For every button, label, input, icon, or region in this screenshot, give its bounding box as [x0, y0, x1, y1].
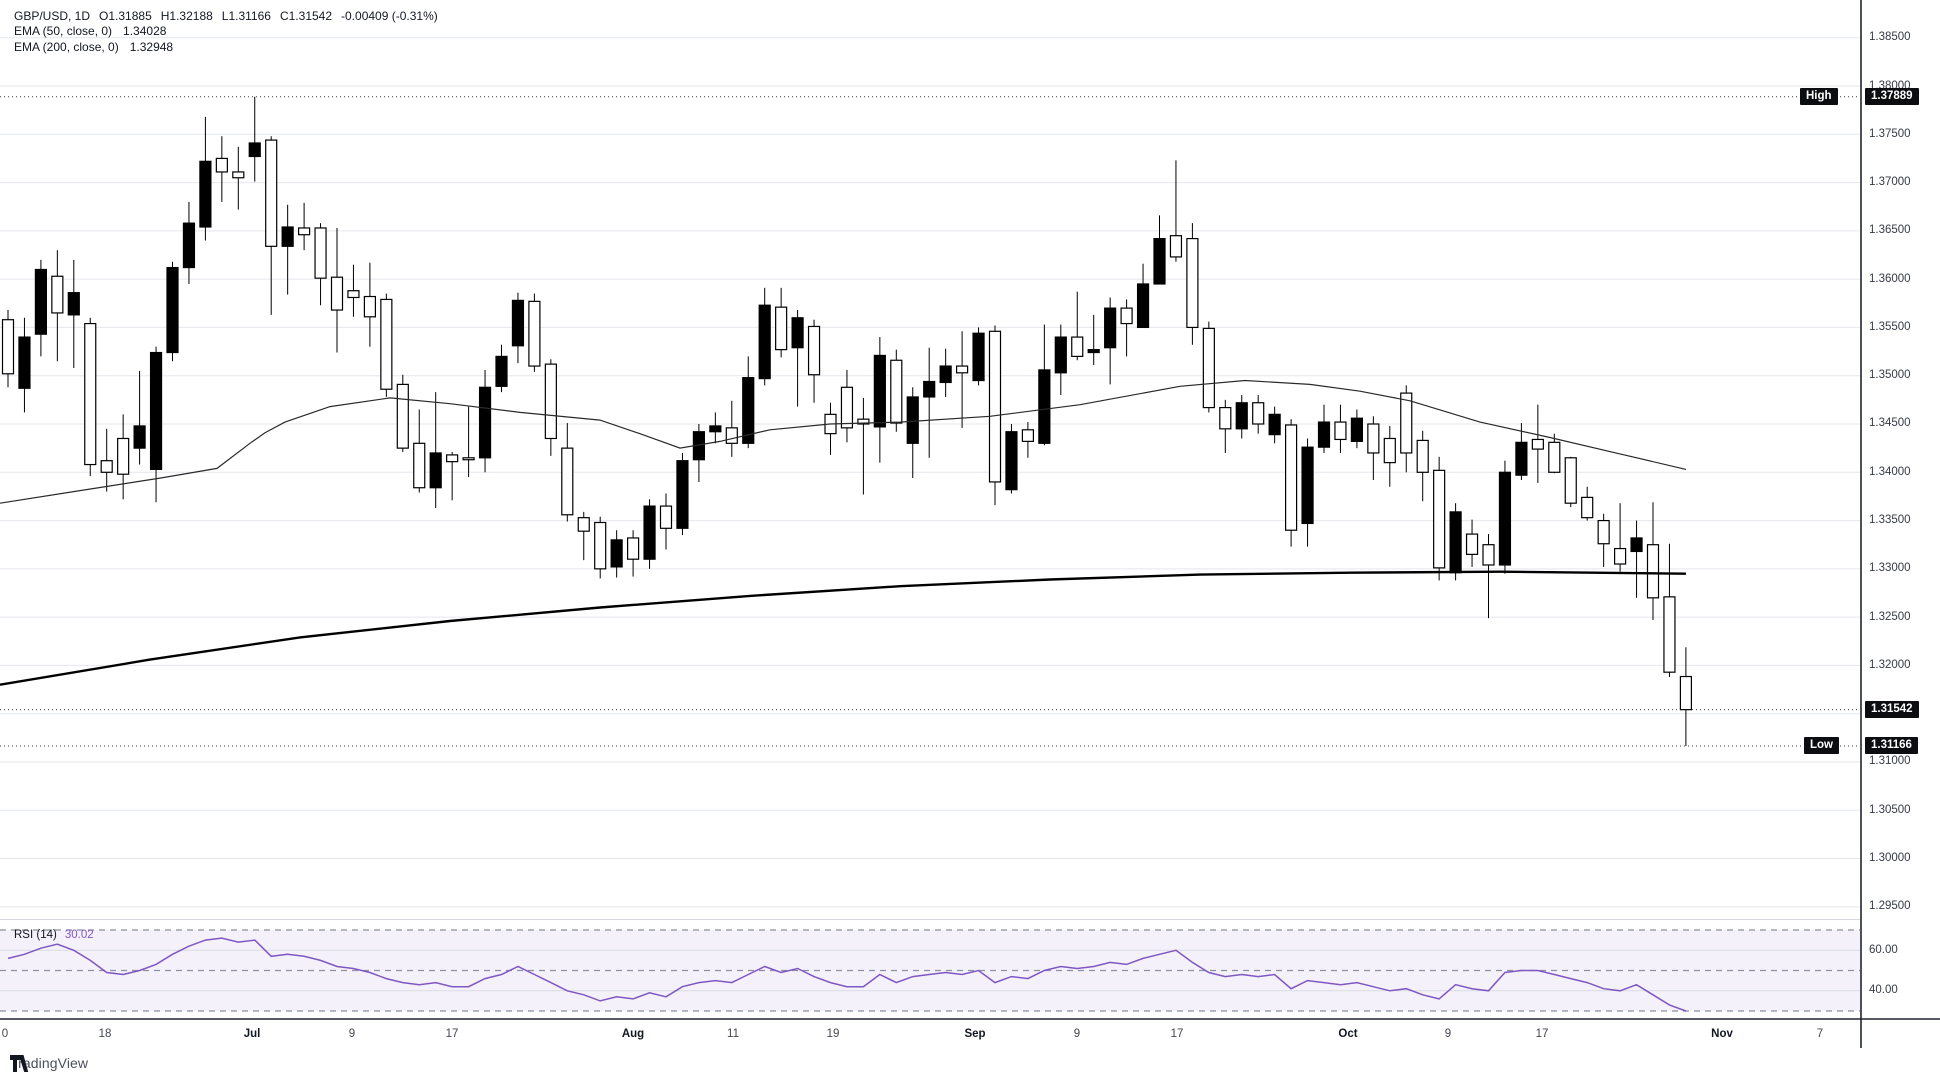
- tradingview-logo-icon: [10, 1055, 29, 1072]
- time-day-label: 9: [348, 1028, 356, 1040]
- ema200-value: 1.32948: [129, 39, 174, 54]
- ohlc-close: C1.31542: [279, 8, 333, 23]
- last-price-badge: 1.31542: [1865, 700, 1919, 718]
- rsi-tick-label: 60.00: [1869, 943, 1898, 956]
- rsi-legend-row[interactable]: RSI (14) 30.02: [14, 929, 94, 941]
- time-day-label: 7: [1816, 1028, 1824, 1040]
- low-marker-badge: 1.31166: [1865, 736, 1918, 754]
- low-marker-tag: Low: [1804, 736, 1839, 754]
- price-tick-label: 1.33500: [1869, 514, 1911, 527]
- time-day-label: 0: [1, 1028, 9, 1040]
- price-tick-label: 1.34000: [1869, 465, 1911, 478]
- ohlc-open: O1.31885: [99, 8, 152, 23]
- symbol-title[interactable]: GBP/USD, 1D: [14, 8, 91, 23]
- price-tick-label: 1.37500: [1869, 127, 1911, 140]
- tradingview-logo-text: TradingView: [10, 1055, 89, 1071]
- ema50-value: 1.34028: [123, 24, 167, 39]
- symbol-ohlc-row[interactable]: GBP/USD, 1D O1.31885 H1.32188 L1.31166 C…: [14, 8, 438, 24]
- time-day-label: 11: [727, 1028, 739, 1040]
- rsi-label[interactable]: RSI (14): [14, 929, 57, 941]
- time-month-label: Aug: [621, 1028, 645, 1040]
- price-tick-label: 1.30500: [1869, 803, 1911, 816]
- ohlc-low: L1.31166: [221, 8, 271, 23]
- time-day-label: 17: [1535, 1028, 1549, 1040]
- price-tick-label: 1.36500: [1869, 224, 1911, 237]
- ema200-legend-row[interactable]: EMA (200, close, 0) 1.32948: [14, 39, 438, 55]
- high-marker-badge: 1.37889: [1865, 87, 1919, 105]
- price-tick-label: 1.36000: [1869, 272, 1911, 285]
- time-day-label: 9: [1073, 1028, 1081, 1040]
- high-marker-tag: High: [1800, 87, 1838, 105]
- time-month-label: Nov: [1711, 1028, 1733, 1040]
- time-month-label: Sep: [964, 1028, 986, 1040]
- price-tick-label: 1.33000: [1869, 562, 1911, 575]
- price-tick-label: 1.32500: [1869, 610, 1911, 623]
- time-day-label: 17: [1170, 1028, 1184, 1040]
- price-tick-label: 1.35000: [1869, 369, 1911, 382]
- price-tick-label: 1.32000: [1869, 658, 1911, 671]
- ema50-legend-row[interactable]: EMA (50, close, 0) 1.34028: [14, 24, 438, 40]
- price-tick-label: 1.29500: [1869, 900, 1911, 913]
- time-day-label: 17: [445, 1028, 459, 1040]
- price-tick-label: 1.38500: [1869, 31, 1911, 44]
- rsi-tick-label: 40.00: [1869, 984, 1898, 997]
- time-day-label: 18: [98, 1028, 112, 1040]
- price-tick-label: 1.35500: [1869, 320, 1911, 333]
- price-tick-label: 1.30000: [1869, 852, 1911, 865]
- price-tick-label: 1.34500: [1869, 417, 1911, 430]
- ema200-label[interactable]: EMA (200, close, 0): [14, 39, 119, 54]
- tradingview-branding[interactable]: TradingView: [10, 1055, 89, 1072]
- price-tick-label: 1.37000: [1869, 176, 1911, 189]
- price-tick-label: 1.31000: [1869, 755, 1911, 768]
- chart-legend: GBP/USD, 1D O1.31885 H1.32188 L1.31166 C…: [14, 8, 438, 55]
- rsi-value: 30.02: [64, 929, 94, 941]
- ohlc-change: -0.00409 (-0.31%): [341, 8, 438, 23]
- ohlc-high: H1.32188: [160, 8, 213, 23]
- ema50-label[interactable]: EMA (50, close, 0): [14, 24, 113, 39]
- time-month-label: Jul: [243, 1028, 261, 1040]
- time-month-label: Oct: [1338, 1028, 1358, 1040]
- time-day-label: 9: [1444, 1028, 1452, 1040]
- time-day-label: 19: [826, 1028, 840, 1040]
